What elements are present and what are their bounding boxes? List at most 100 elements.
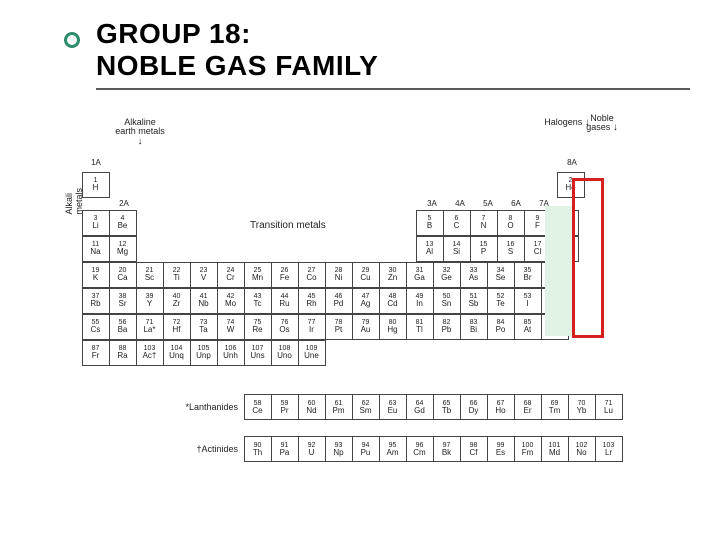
element-cell: 71La* bbox=[136, 314, 164, 340]
empty-cell bbox=[437, 340, 465, 366]
empty-cell bbox=[222, 198, 250, 210]
label-transition-metals: Transition metals bbox=[250, 220, 326, 231]
element-cell: 69Tm bbox=[541, 394, 569, 420]
element-symbol: V bbox=[191, 274, 217, 282]
element-cell: 2He bbox=[557, 172, 585, 198]
empty-cell bbox=[334, 198, 362, 210]
element-cell: 92U bbox=[298, 436, 326, 462]
element-cell: 39Y bbox=[136, 288, 164, 314]
element-cell: 31Ga bbox=[406, 262, 434, 288]
element-cell: 45Rh bbox=[298, 288, 326, 314]
element-symbol: Zn bbox=[380, 274, 406, 282]
element-cell: 46Pd bbox=[325, 288, 353, 314]
label-text: Alkalineearth metals bbox=[115, 117, 165, 136]
empty-cell bbox=[278, 198, 306, 210]
element-symbol: Nb bbox=[191, 300, 217, 308]
element-cell: 55Cs bbox=[82, 314, 110, 340]
element-cell: 25Mn bbox=[244, 262, 272, 288]
element-cell: 53I bbox=[514, 288, 542, 314]
element-cell: 32Ge bbox=[433, 262, 461, 288]
element-symbol: Si bbox=[444, 248, 470, 256]
element-cell: 75Re bbox=[244, 314, 272, 340]
label-noble-gases: Noblegases ↓ bbox=[578, 114, 626, 134]
empty-cell bbox=[165, 172, 193, 198]
element-cell: 15P bbox=[470, 236, 498, 262]
element-cell: 99Es bbox=[487, 436, 515, 462]
element-symbol: Cl bbox=[525, 248, 551, 256]
element-cell: 63Eu bbox=[379, 394, 407, 420]
element-symbol: Rh bbox=[299, 300, 325, 308]
empty-cell bbox=[473, 172, 501, 198]
empty-cell bbox=[353, 340, 381, 366]
empty-cell bbox=[445, 172, 473, 198]
empty-cell bbox=[493, 340, 521, 366]
element-symbol: Eu bbox=[380, 407, 406, 415]
element-cell: 5B bbox=[416, 210, 444, 236]
element-symbol: Sn bbox=[434, 300, 460, 308]
group-label: 7A bbox=[530, 198, 558, 210]
element-symbol: Pa bbox=[272, 449, 298, 457]
element-symbol: Au bbox=[353, 326, 379, 334]
element-symbol: Se bbox=[488, 274, 514, 282]
element-cell: 66Dy bbox=[460, 394, 488, 420]
element-symbol: Fr bbox=[83, 352, 109, 360]
element-symbol: Bi bbox=[461, 326, 487, 334]
empty-cell bbox=[248, 236, 276, 262]
empty-cell bbox=[250, 198, 278, 210]
element-cell: 108Uno bbox=[271, 340, 299, 366]
element-cell: 106Unh bbox=[217, 340, 245, 366]
element-cell: 41Nb bbox=[190, 288, 218, 314]
element-symbol: Rn bbox=[542, 326, 568, 334]
element-symbol: Bk bbox=[434, 449, 460, 457]
element-symbol: No bbox=[569, 449, 595, 457]
element-symbol: Lu bbox=[596, 407, 622, 415]
element-symbol: K bbox=[83, 274, 109, 282]
periodic-table: Alkalineearth metals ↓ Halogens ↓ Nobleg… bbox=[82, 118, 642, 462]
element-symbol: Es bbox=[488, 449, 514, 457]
element-cell: 43Tc bbox=[244, 288, 272, 314]
element-cell: 80Hg bbox=[379, 314, 407, 340]
empty-cell bbox=[220, 210, 248, 236]
element-symbol: Mn bbox=[245, 274, 271, 282]
element-symbol: Cu bbox=[353, 274, 379, 282]
label-text: Halogens bbox=[544, 117, 582, 127]
element-symbol: Nd bbox=[299, 407, 325, 415]
element-cell: 96Cm bbox=[406, 436, 434, 462]
empty-cell bbox=[137, 172, 165, 198]
element-cell: 81Tl bbox=[406, 314, 434, 340]
element-cell: 13Al bbox=[416, 236, 444, 262]
element-symbol: Tl bbox=[407, 326, 433, 334]
empty-cell bbox=[332, 236, 360, 262]
empty-cell bbox=[304, 236, 332, 262]
empty-cell bbox=[138, 198, 166, 210]
element-symbol: Sc bbox=[137, 274, 163, 282]
element-symbol: Ag bbox=[353, 300, 379, 308]
element-symbol: He bbox=[558, 184, 584, 192]
element-symbol: Ac† bbox=[137, 352, 163, 360]
element-symbol: Ba bbox=[110, 326, 136, 334]
empty-cell bbox=[82, 198, 110, 210]
label-text: Noblegases bbox=[586, 113, 614, 132]
element-cell: 104Unq bbox=[163, 340, 191, 366]
element-cell: 29Cu bbox=[352, 262, 380, 288]
element-cell: 100Fm bbox=[514, 436, 542, 462]
element-symbol: Fm bbox=[515, 449, 541, 457]
element-cell: 73Ta bbox=[190, 314, 218, 340]
element-cell: 24Cr bbox=[217, 262, 245, 288]
element-symbol: B bbox=[417, 222, 443, 230]
element-cell: 6C bbox=[443, 210, 471, 236]
element-cell: 40Zr bbox=[163, 288, 191, 314]
element-cell: 38Sr bbox=[109, 288, 137, 314]
element-cell: 59Pr bbox=[271, 394, 299, 420]
label-actinides: †Actinides bbox=[166, 444, 244, 454]
element-symbol: Ti bbox=[164, 274, 190, 282]
empty-cell bbox=[521, 340, 549, 366]
element-symbol: Al bbox=[417, 248, 443, 256]
element-cell: 109Une bbox=[298, 340, 326, 366]
element-symbol: Unp bbox=[191, 352, 217, 360]
label-alkaline-earth: Alkalineearth metals ↓ bbox=[110, 118, 170, 147]
element-cell: 42Mo bbox=[217, 288, 245, 314]
empty-cell bbox=[465, 340, 493, 366]
group-label: 6A bbox=[502, 198, 530, 210]
element-symbol: Np bbox=[326, 449, 352, 457]
